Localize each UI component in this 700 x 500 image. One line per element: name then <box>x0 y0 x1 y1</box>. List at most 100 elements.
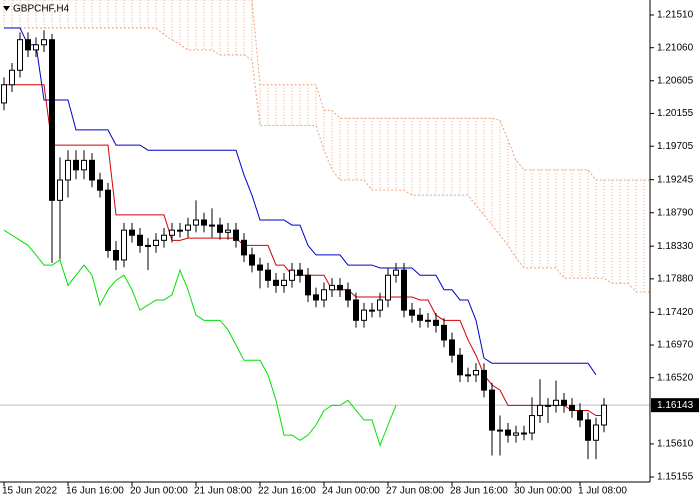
x-tick-label: 21 Jun 08:00 <box>194 486 252 497</box>
y-tick-label: 1.17880 <box>657 274 694 285</box>
cloud-span-a <box>4 0 650 181</box>
candle-body <box>497 429 503 432</box>
candle-body <box>457 354 463 376</box>
candle-body <box>97 179 103 191</box>
y-tick-label: 1.19705 <box>657 141 694 152</box>
x-tick-label: 16 Jun 16:00 <box>66 486 124 497</box>
candle-body <box>201 219 207 226</box>
candle-body <box>553 399 559 406</box>
y-tick-label: 1.20155 <box>657 108 694 119</box>
y-tick-label: 1.19245 <box>657 174 694 185</box>
indicator-line <box>3 229 397 447</box>
plot-area <box>0 0 650 460</box>
candle-body <box>153 239 159 246</box>
y-tick-label: 1.18330 <box>657 241 694 252</box>
candle-body <box>305 274 311 296</box>
candle-body <box>353 299 359 321</box>
candle-body <box>105 189 111 252</box>
candle-body <box>241 239 247 256</box>
candle-body <box>361 309 367 321</box>
candle-body <box>89 159 95 181</box>
y-tick-label: 1.16520 <box>657 372 694 383</box>
candle-body <box>281 279 287 286</box>
candle-body <box>417 314 423 321</box>
candle-body <box>289 269 295 281</box>
candle-body <box>17 39 23 71</box>
candle-body <box>169 229 175 236</box>
y-tick-label: 1.17420 <box>657 307 694 318</box>
candle-body <box>33 44 39 51</box>
candle-body <box>561 399 567 406</box>
x-tick-label: 15 Jun 2022 <box>2 486 57 497</box>
y-tick-label: 1.16970 <box>657 340 694 351</box>
candle-body <box>265 269 271 281</box>
candle-body <box>65 159 71 181</box>
candle-body <box>273 279 279 286</box>
candle-body <box>513 432 519 436</box>
candle-body <box>177 229 183 232</box>
candle-body <box>217 224 223 233</box>
candle-body <box>321 289 327 301</box>
candle-body <box>577 409 583 421</box>
y-tick-label: 1.18790 <box>657 207 694 218</box>
candle-body <box>377 299 383 311</box>
candle-body <box>329 284 335 291</box>
candle-body <box>313 294 319 301</box>
current-price-label: 1.16143 <box>657 400 694 411</box>
x-tick-label: 28 Jun 16:00 <box>450 486 508 497</box>
candle-body <box>233 229 239 241</box>
cloud-span-b <box>4 27 650 293</box>
y-tick-label: 1.21510 <box>657 10 694 21</box>
candle-body <box>569 404 575 411</box>
indicator-line <box>4 84 604 417</box>
candle-body <box>297 269 303 276</box>
candle-body <box>489 389 495 431</box>
candle-body <box>185 224 191 231</box>
candle-body <box>585 419 591 441</box>
candle-body <box>593 424 599 441</box>
candle-body <box>41 39 47 46</box>
candle-body <box>1 84 7 104</box>
x-tick-label: 1 Jul 08:00 <box>578 486 627 497</box>
candle-body <box>193 219 199 226</box>
candle-body <box>209 224 215 227</box>
chart-title: GBPCHF,H4 <box>13 4 70 15</box>
candle-body <box>113 250 119 261</box>
candle-body <box>473 369 479 376</box>
candle-body <box>401 269 407 311</box>
candle-body <box>161 234 167 241</box>
candle-body <box>465 374 471 377</box>
candle-body <box>393 269 399 276</box>
candle-body <box>81 159 87 171</box>
candle-body <box>57 179 63 201</box>
candle-body <box>369 309 375 312</box>
candle-body <box>49 39 55 201</box>
candle-body <box>9 69 15 86</box>
candle-body <box>521 432 527 435</box>
x-tick-label: 20 Jun 00:00 <box>130 486 188 497</box>
candle-body <box>409 309 415 316</box>
candle-body <box>225 229 231 233</box>
x-tick-label: 22 Jun 16:00 <box>258 486 316 497</box>
candle-body <box>129 229 135 236</box>
y-tick-label: 1.21060 <box>657 42 694 53</box>
candle-body <box>25 39 31 51</box>
x-tick-label: 27 Jun 08:00 <box>386 486 444 497</box>
indicator-line <box>4 27 597 376</box>
candle-body <box>137 234 143 246</box>
candle-body <box>449 339 455 356</box>
candle-body <box>433 319 439 326</box>
symbol-dropdown[interactable] <box>3 6 10 11</box>
candle-body <box>385 274 391 301</box>
x-tick-label: 30 Jun 00:00 <box>514 486 572 497</box>
candle-body <box>481 369 487 391</box>
candle-body <box>505 429 511 436</box>
candle-body <box>257 264 263 271</box>
candle-body <box>345 289 351 301</box>
candle-body <box>601 404 607 426</box>
candle-body <box>145 244 151 247</box>
candle-body <box>337 284 343 291</box>
candle-body <box>73 159 79 171</box>
